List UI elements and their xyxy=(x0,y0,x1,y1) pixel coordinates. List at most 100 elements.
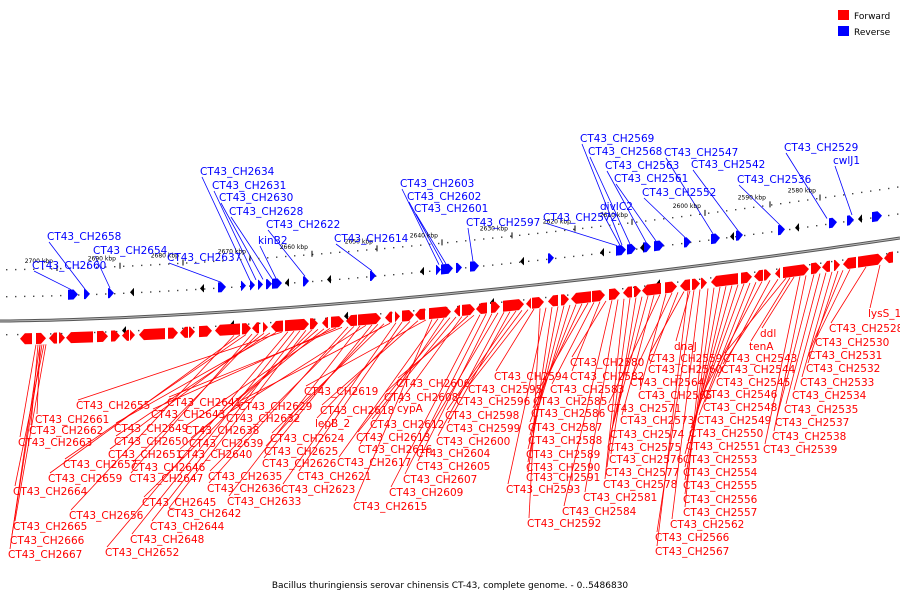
gene-label: CT43_CH2565 xyxy=(638,390,712,402)
scale-track-dot xyxy=(627,222,629,224)
forward-track-dot xyxy=(380,313,382,315)
scale-track-dot xyxy=(204,261,206,263)
reverse-gene-arrow xyxy=(711,233,720,245)
scale-track-dot xyxy=(411,245,413,247)
scale-track-dot xyxy=(510,235,512,237)
gene-label: CT43_CH2546 xyxy=(703,389,778,401)
reverse-track-dot xyxy=(114,293,116,295)
forward-gene-arrow xyxy=(665,281,677,294)
gene-label: CT43_CH2606 xyxy=(396,378,471,390)
leader-line xyxy=(94,255,111,289)
leader-line xyxy=(298,321,403,472)
scale-track-dot xyxy=(222,260,224,262)
scale-track-dot xyxy=(834,195,836,197)
gene-label: CT43_CH2562 xyxy=(670,519,744,531)
reverse-track-dot xyxy=(105,293,107,295)
gene-label: CT43_CH2547 xyxy=(664,147,738,159)
scale-track-dot xyxy=(213,260,215,263)
forward-gene-arrow xyxy=(36,332,46,344)
forward-track-dot xyxy=(776,268,778,270)
scale-track-dot xyxy=(609,224,611,226)
forward-gene-arrow xyxy=(822,260,830,272)
gene-label: CT43_CH2612 xyxy=(370,419,444,431)
scale-track-dot xyxy=(825,196,827,199)
gene-label: CT43_CH2622 xyxy=(266,219,340,231)
tick-label: 2640 kbp xyxy=(410,232,438,239)
scale-track-dot xyxy=(96,266,98,269)
tick-label: 2690 kbp xyxy=(88,256,116,263)
gene-label: CT43_CH2595 xyxy=(468,384,542,396)
forward-gene-arrow xyxy=(415,308,425,320)
scale-track-dot xyxy=(177,262,179,265)
leader-line xyxy=(338,318,439,458)
forward-gene-arrow xyxy=(168,327,178,339)
leader-line xyxy=(816,269,851,338)
gene-label: CT43_CH2554 xyxy=(683,467,758,479)
forward-gene-arrow xyxy=(592,290,605,302)
scale-track-dot xyxy=(726,210,728,212)
scale-track-dot xyxy=(69,267,71,269)
gene-label: CT43_CH2659 xyxy=(48,473,122,485)
reverse-track-dot xyxy=(51,295,53,297)
gene-label: CT43_CH2550 xyxy=(689,428,763,440)
leader-line xyxy=(385,315,469,393)
leader-line xyxy=(532,303,583,409)
leader-line xyxy=(77,331,283,401)
scale-track-dot xyxy=(465,240,467,242)
gene-label: CT43_CH2588 xyxy=(528,435,602,447)
gene-label: CT43_CH2528 xyxy=(829,323,900,335)
gene-label: CT43_CH2564 xyxy=(630,377,705,389)
leader-line xyxy=(227,324,367,414)
gene-label: CT43_CH2566 xyxy=(655,532,730,544)
reverse-gene-arrow xyxy=(108,288,114,299)
reverse-track-dot xyxy=(240,286,242,288)
leader-line xyxy=(643,197,686,238)
leader-line xyxy=(684,286,727,468)
scale-track-dot xyxy=(240,259,242,261)
leader-line xyxy=(404,313,487,475)
reverse-track-dot xyxy=(141,291,143,294)
forward-gene-arrow xyxy=(215,323,240,336)
scale-track-dot xyxy=(33,268,35,270)
tick-label: 2650 kbp xyxy=(345,238,373,245)
forward-track-dot xyxy=(831,260,833,263)
gene-label: CT43_CH2654 xyxy=(93,245,168,257)
reverse-swatch xyxy=(838,26,849,36)
gene-label: CT43_CH2630 xyxy=(219,192,293,204)
gene-label: CT43_CH2534 xyxy=(792,390,867,402)
scale-track-dot xyxy=(888,187,890,190)
gene-label: CT43_CH2628 xyxy=(229,206,303,218)
reverse-gene-arrow xyxy=(241,280,246,291)
leader-line xyxy=(201,176,251,281)
feature-marker xyxy=(858,214,862,223)
leader-line xyxy=(9,344,41,550)
reverse-track-dot xyxy=(159,290,161,293)
reverse-track-dot xyxy=(24,295,26,298)
gene-label: CT43_CH2557 xyxy=(683,507,757,519)
reverse-track-dot xyxy=(213,287,215,290)
forward-track-dot xyxy=(501,301,503,303)
leader-line xyxy=(684,285,733,455)
forward-track-dot xyxy=(325,317,327,320)
leader-line xyxy=(608,296,643,443)
forward-gene-arrow xyxy=(462,304,475,316)
leader-line xyxy=(437,311,505,437)
reverse-gene-arrow xyxy=(736,230,743,241)
tick-label: 2660 kbp xyxy=(280,244,308,251)
tick-label: 2620 kbp xyxy=(543,218,571,225)
leader-line xyxy=(604,298,625,480)
leader-line xyxy=(408,201,444,265)
reverse-gene-arrow xyxy=(303,276,309,287)
scale-track-dot xyxy=(789,201,791,204)
tick-label: 2590 kbp xyxy=(738,194,766,201)
gene-label: CT43_CH2632 xyxy=(226,413,300,425)
leader-line xyxy=(834,165,853,216)
forward-track-dot xyxy=(567,294,569,296)
leader-line xyxy=(14,344,47,522)
forward-gene-arrow xyxy=(346,314,357,327)
scale-track-dot xyxy=(861,191,863,194)
tick-label: 2700 kbp xyxy=(25,258,53,265)
reverse-track-dot xyxy=(321,280,323,282)
forward-gene-arrow xyxy=(263,321,268,333)
scale-track-dot xyxy=(393,247,395,249)
